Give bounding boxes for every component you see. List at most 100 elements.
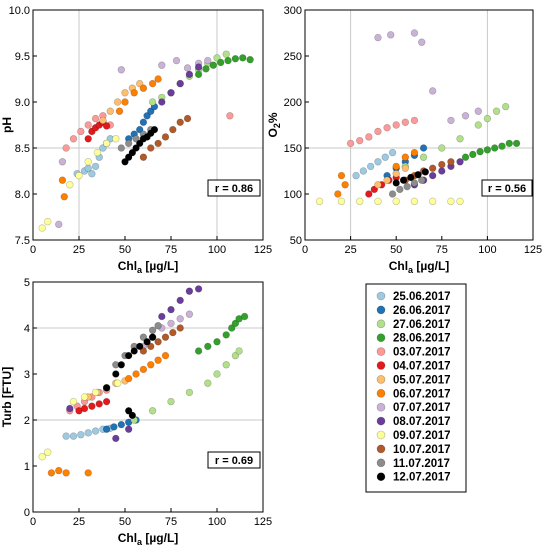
data-point — [246, 55, 254, 64]
series-07.07.2017 — [374, 29, 482, 125]
data-point — [158, 61, 166, 69]
y-tick-label: 5 — [24, 277, 30, 289]
ph-panel: 0 25 50 75 100 125 7.5 8.0 8.5 9.0 9.5 10.0 Chla [µg… — [0, 5, 272, 275]
series-05.07.2017 — [99, 79, 144, 125]
data-point — [158, 98, 166, 106]
x-tick-label: 75 — [436, 244, 448, 256]
x-axis-title: Chla [µg/L] — [118, 259, 179, 275]
data-point — [410, 179, 419, 187]
data-point — [124, 153, 133, 161]
x-tick-label: 125 — [254, 516, 272, 528]
series-09.07.2017 — [315, 197, 464, 206]
data-point — [88, 170, 96, 178]
data-point — [62, 144, 70, 152]
legend-marker — [376, 361, 386, 370]
data-point — [176, 324, 184, 332]
data-point — [95, 400, 103, 408]
data-point — [147, 144, 155, 152]
x-tick-label: 50 — [119, 244, 131, 256]
data-point — [447, 116, 455, 125]
y-tick-label: 8.0 — [15, 189, 30, 201]
data-point — [401, 118, 410, 126]
data-point — [365, 190, 373, 198]
x-tick-label: 75 — [165, 516, 177, 528]
data-point — [337, 171, 346, 180]
data-point — [447, 197, 455, 206]
legend-item: 06.07.2017 — [376, 388, 451, 400]
y-tick-label: 4 — [24, 323, 30, 335]
data-point — [112, 434, 120, 443]
correlation-box — [207, 179, 261, 197]
data-point — [102, 425, 111, 433]
legend-label: 08.07.2017 — [393, 416, 451, 428]
data-point — [110, 423, 118, 431]
x-axis-title-main: Chl — [389, 259, 408, 273]
data-point — [38, 224, 46, 232]
data-point — [213, 54, 221, 62]
data-point — [69, 432, 78, 440]
legend-label: 07.07.2017 — [393, 402, 451, 414]
legend-item: 25.06.2017 — [376, 291, 451, 303]
series-27.06.2017 — [130, 347, 243, 424]
data-point — [106, 107, 114, 115]
data-point — [93, 148, 102, 157]
data-point — [154, 322, 162, 330]
y-tick-label: 3 — [24, 369, 30, 381]
data-point — [102, 384, 111, 392]
y-tick-label: 9.0 — [15, 97, 30, 109]
data-point — [231, 351, 240, 360]
y-tick-label: 50 — [290, 235, 302, 247]
data-point — [512, 139, 521, 148]
data-point — [194, 70, 203, 79]
data-point — [176, 315, 184, 323]
data-point — [388, 190, 397, 198]
data-point — [161, 333, 170, 341]
legend-label: 28.06.2017 — [393, 333, 451, 345]
x-axis-title-sub: a — [137, 537, 143, 547]
data-point — [183, 114, 192, 123]
correlation-box — [207, 451, 261, 469]
data-point — [148, 326, 157, 334]
legend-marker — [376, 458, 386, 468]
data-point — [388, 148, 397, 157]
x-axis-title-unit: [µg/L] — [142, 531, 178, 545]
x-axis-title: Chla [µg/L] — [389, 259, 450, 275]
data-point — [224, 56, 232, 65]
data-point — [172, 56, 181, 65]
y-axis-title-main: Turb [FTU] — [0, 367, 14, 427]
legend-item: 08.07.2017 — [376, 416, 451, 428]
data-point — [366, 162, 375, 171]
data-point — [239, 54, 247, 62]
data-point — [315, 197, 324, 206]
data-point — [91, 114, 100, 123]
data-point — [128, 411, 137, 420]
data-point — [139, 365, 148, 374]
data-point — [161, 351, 170, 360]
series-27.06.2017 — [401, 102, 510, 171]
data-point — [117, 66, 126, 74]
data-point — [47, 469, 56, 477]
data-point — [374, 33, 382, 42]
data-point — [216, 58, 225, 67]
x-tick-label: 25 — [73, 516, 85, 528]
data-point — [498, 142, 506, 150]
series-11.07.2017 — [388, 176, 426, 198]
data-point — [143, 112, 151, 120]
plot-frame — [32, 281, 264, 513]
y-tick-label: 7.5 — [15, 235, 30, 247]
data-point — [337, 197, 346, 206]
data-point — [121, 158, 129, 166]
legend-marker — [376, 291, 386, 301]
y-axis-title-sub: 2 — [272, 123, 282, 128]
x-axis-title-unit: [µg/L] — [413, 259, 449, 273]
legend-label: 26.06.2017 — [393, 305, 451, 317]
data-point — [117, 420, 126, 429]
x-tick-label: 100 — [208, 516, 226, 528]
data-point — [60, 193, 68, 201]
legend-item: 09.07.2017 — [376, 430, 451, 442]
data-point — [132, 135, 140, 143]
series-28.06.2017 — [461, 139, 521, 161]
x-tick-label: 100 — [478, 244, 496, 256]
data-point — [99, 116, 107, 125]
